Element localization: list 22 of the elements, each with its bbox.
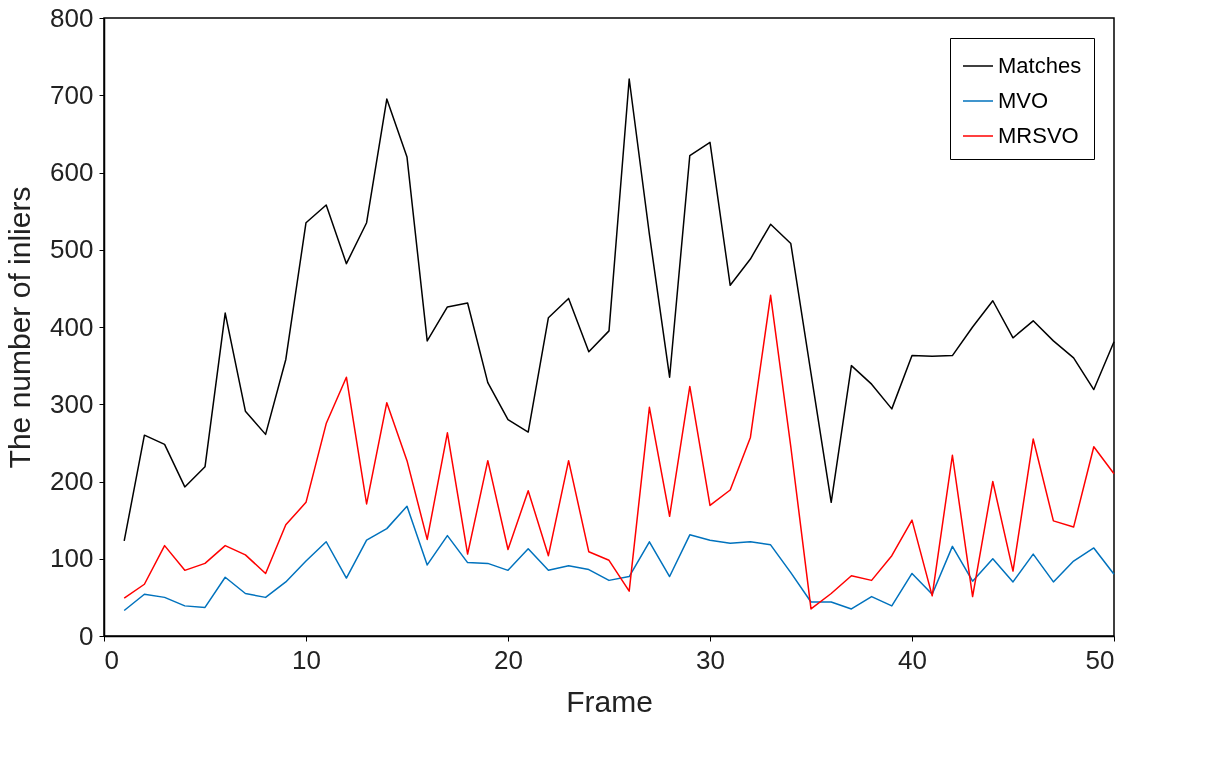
y-tick-label: 0 <box>79 620 94 651</box>
y-tick-label: 100 <box>50 543 94 574</box>
y-tick-label: 700 <box>50 79 94 110</box>
y-tick-label: 400 <box>50 311 94 342</box>
x-tick-label: 50 <box>1085 644 1115 675</box>
legend-label: MVO <box>998 88 1049 113</box>
y-tick-label: 200 <box>50 466 94 496</box>
y-tick-label: 600 <box>50 157 94 187</box>
x-tick-label: 0 <box>104 644 119 675</box>
y-axis-title: The number of inliers <box>3 186 37 469</box>
y-tick-label: 300 <box>50 388 94 419</box>
x-tick-label: 20 <box>494 644 523 675</box>
x-tick-label: 30 <box>696 644 725 675</box>
y-tick-label: 500 <box>50 234 94 265</box>
y-tick-label: 800 <box>50 2 94 33</box>
legend-label: MRSVO <box>998 123 1079 148</box>
x-tick-label: 40 <box>898 644 927 675</box>
line-series <box>123 294 1115 610</box>
x-axis-title: Frame <box>566 684 653 718</box>
legend-label: Matches <box>998 53 1082 78</box>
line-series <box>123 505 1115 612</box>
x-tick-label: 10 <box>292 644 321 675</box>
